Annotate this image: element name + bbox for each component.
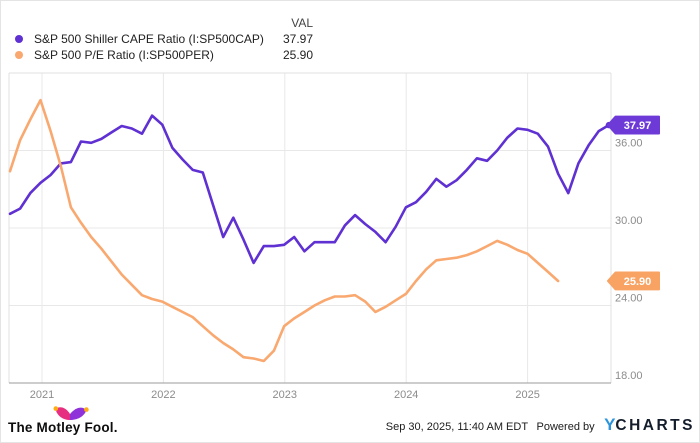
x-tick-label: 2022 (151, 389, 175, 401)
cape-series-label: S&P 500 Shiller CAPE Ratio (I:SP500CAP) (34, 32, 264, 46)
x-tick-label: 2024 (394, 389, 418, 401)
legend: VAL S&P 500 Shiller CAPE Ratio (I:SP500C… (1, 1, 699, 65)
pe-series-label: S&P 500 P/E Ratio (I:SP500PER) (34, 48, 214, 62)
x-tick-label: 2025 (515, 389, 539, 401)
shiller-cape-badge-value: 37.97 (624, 120, 652, 132)
cape-series-value: 37.97 (282, 32, 313, 46)
motley-fool-logo-text: The Motley Fool. (8, 420, 118, 435)
pe-ratio-badge-value: 25.90 (624, 276, 652, 288)
x-tick-label: 2021 (30, 389, 54, 401)
legend-val-header: VAL (291, 16, 313, 30)
motley-fool-hat-icon (53, 406, 89, 420)
pe-ratio-line (8, 98, 560, 363)
y-tick-label: 24.00 (615, 293, 643, 305)
pe-series-value: 25.90 (282, 48, 313, 62)
y-tick-label: 36.00 (615, 138, 643, 150)
x-tick-label: 2023 (273, 389, 297, 401)
cape-series-dot-icon (15, 35, 23, 43)
powered-by-label: Powered by (536, 421, 595, 433)
legend-item-pe: S&P 500 P/E Ratio (I:SP500PER) 25.90 (1, 48, 421, 64)
pe-series-dot-icon (15, 51, 23, 59)
y-tick-label: 30.00 (615, 215, 643, 227)
legend-item-cape: S&P 500 Shiller CAPE Ratio (I:SP500CAP) … (1, 32, 421, 48)
shiller-cape-value-badge (607, 115, 660, 135)
shiller-cape-line (8, 114, 611, 265)
ycharts-logo-text: CHARTS (615, 417, 695, 434)
footer-attribution: Sep 30, 2025, 11:40 AM EDT Powered by YC… (386, 415, 695, 435)
pe-ratio-value-badge (607, 271, 660, 291)
timestamp: Sep 30, 2025, 11:40 AM EDT (385, 421, 529, 433)
ycharts-logo-y-icon: Y (604, 415, 616, 434)
y-tick-label: 18.00 (615, 370, 643, 382)
